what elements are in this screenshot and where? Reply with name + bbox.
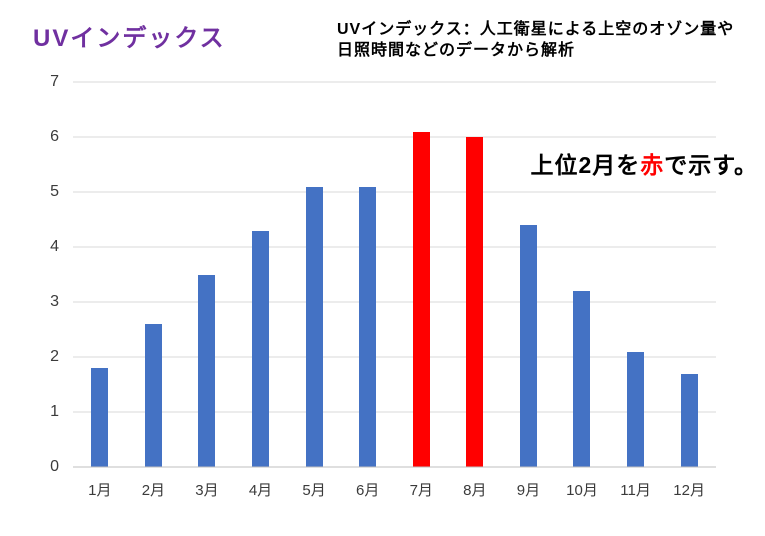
x-tick-label: 12月 bbox=[673, 482, 705, 499]
x-tick-label: 10月 bbox=[566, 482, 598, 499]
bar-month-6 bbox=[359, 186, 377, 467]
annotation-highlight: 赤 bbox=[640, 152, 665, 178]
bars-container bbox=[73, 82, 716, 467]
gridline bbox=[73, 136, 716, 138]
bar-month-9 bbox=[519, 225, 537, 467]
x-tick-label: 5月 bbox=[302, 482, 326, 499]
bar-month-5 bbox=[305, 186, 323, 467]
y-tick-label: 1 bbox=[50, 403, 59, 420]
bar-month-1 bbox=[91, 368, 109, 467]
bar-month-7-highlighted bbox=[412, 131, 430, 467]
y-tick-label: 0 bbox=[50, 458, 59, 475]
bar-slot bbox=[448, 82, 502, 467]
bar-month-8-highlighted bbox=[466, 137, 484, 467]
bar-slot bbox=[394, 82, 448, 467]
x-tick-label: 6月 bbox=[356, 482, 380, 499]
bar-slot bbox=[180, 82, 234, 467]
chart-subtitle: UVインデックス：人工衛星による上空のオゾン量や 日照時間などのデータから解析 bbox=[337, 20, 734, 62]
gridline bbox=[73, 81, 716, 83]
x-tick-label: 3月 bbox=[195, 482, 219, 499]
bar-month-11 bbox=[627, 351, 645, 467]
gridline bbox=[73, 411, 716, 413]
y-tick-label: 7 bbox=[50, 73, 59, 90]
bar-slot bbox=[73, 82, 127, 467]
subtitle-line-2: 日照時間などのデータから解析 bbox=[337, 41, 576, 59]
gridline bbox=[73, 191, 716, 193]
y-tick-label: 5 bbox=[50, 183, 59, 200]
x-tick-label: 9月 bbox=[516, 482, 541, 499]
bar-slot bbox=[502, 82, 556, 467]
annotation-suffix: で示す。 bbox=[664, 152, 758, 178]
chart-title: UVインデックス bbox=[33, 25, 226, 52]
x-tick-label: 4月 bbox=[248, 482, 273, 499]
y-tick-label: 2 bbox=[50, 348, 59, 365]
y-tick-label: 6 bbox=[50, 128, 59, 145]
bar-month-10 bbox=[573, 291, 591, 467]
annotation-prefix: 上位2月を bbox=[530, 152, 641, 178]
x-tick-label: 1月 bbox=[88, 482, 112, 499]
y-tick-label: 4 bbox=[50, 238, 59, 255]
bar-slot bbox=[662, 82, 716, 467]
bar-chart-plot-area: 1月 2月 3月 4月 5月 6月 7月 8月 9月 10月 11月 12月 0 1 2 3 4 5 6 7 bbox=[50, 74, 716, 499]
x-axis-line bbox=[73, 466, 716, 468]
bar-slot bbox=[609, 82, 663, 467]
bar-slot bbox=[127, 82, 181, 467]
x-axis-labels: 1月 2月 3月 4月 5月 6月 7月 8月 9月 10月 11月 12月 bbox=[73, 479, 716, 500]
x-tick-label: 11月 bbox=[620, 482, 651, 499]
x-tick-label: 2月 bbox=[141, 482, 166, 499]
subtitle-line-1: UVインデックス：人工衛星による上空のオゾン量や bbox=[337, 21, 735, 38]
gridline bbox=[73, 246, 716, 248]
y-tick-label: 3 bbox=[50, 293, 59, 310]
bar-month-2 bbox=[144, 324, 162, 467]
bar-slot bbox=[341, 82, 395, 467]
bar-month-4 bbox=[252, 230, 270, 467]
annotation: 上位2月を赤で示す。 bbox=[531, 146, 759, 180]
bar-slot bbox=[234, 82, 288, 467]
x-tick-label: 7月 bbox=[409, 482, 433, 499]
x-tick-label: 8月 bbox=[463, 482, 487, 499]
bar-month-12 bbox=[680, 373, 698, 467]
bar-slot bbox=[287, 82, 341, 467]
gridline bbox=[73, 301, 716, 303]
bar-month-3 bbox=[198, 274, 216, 467]
gridline bbox=[73, 356, 716, 358]
bar-slot bbox=[555, 82, 609, 467]
